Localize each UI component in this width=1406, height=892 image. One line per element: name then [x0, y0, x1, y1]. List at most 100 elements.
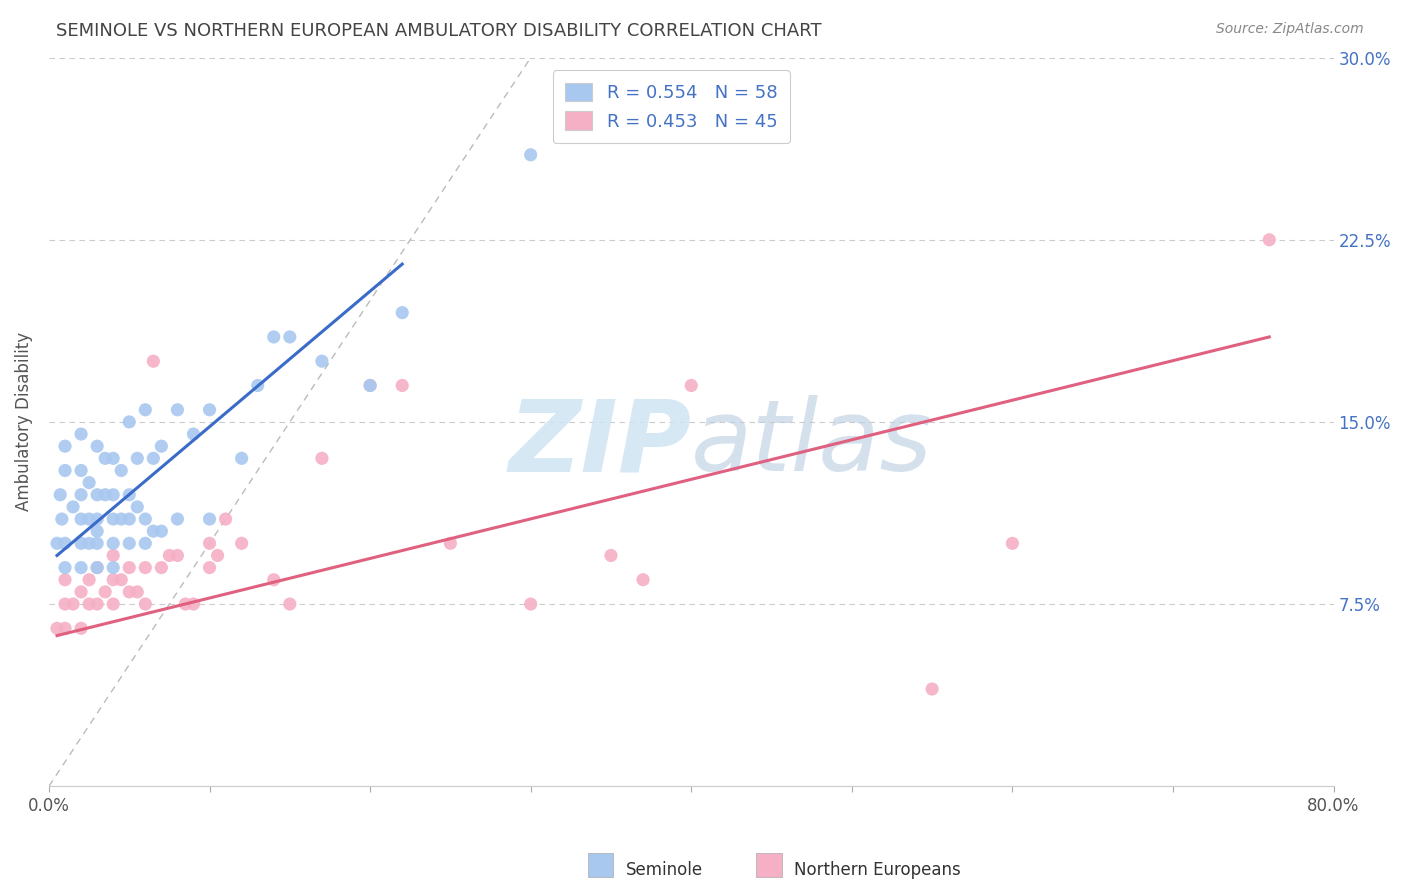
Point [134, 597, 156, 611]
Point [166, 402, 188, 417]
Point [70, 463, 93, 477]
Point [439, 536, 461, 550]
Point [94, 488, 117, 502]
Point [278, 597, 301, 611]
Point [103, 488, 125, 502]
Point [49, 488, 72, 502]
Point [142, 524, 165, 538]
Point [166, 512, 188, 526]
Legend: R = 0.554   N = 58, R = 0.453   N = 45: R = 0.554 N = 58, R = 0.453 N = 45 [553, 70, 790, 144]
Point [278, 330, 301, 344]
Point [118, 415, 141, 429]
Text: ZIP: ZIP [508, 395, 692, 492]
Point [70, 427, 93, 442]
Point [94, 585, 117, 599]
Text: Northern Europeans: Northern Europeans [794, 861, 962, 879]
Point [53, 463, 76, 477]
Point [391, 305, 413, 319]
Point [1258, 233, 1281, 247]
Point [519, 148, 541, 162]
Point [150, 524, 173, 538]
Point [86, 536, 108, 550]
Point [62, 597, 84, 611]
Point [46, 536, 69, 550]
Point [263, 330, 285, 344]
Point [391, 378, 413, 392]
Point [127, 585, 149, 599]
Point [103, 573, 125, 587]
Point [311, 451, 333, 466]
Point [110, 463, 132, 477]
Point [70, 621, 93, 635]
Point [183, 427, 205, 442]
Point [198, 560, 221, 574]
Point [231, 536, 253, 550]
Point [86, 439, 108, 453]
Point [86, 524, 108, 538]
Point [519, 597, 541, 611]
Point [70, 512, 93, 526]
Point [77, 512, 100, 526]
Point [207, 549, 229, 563]
Point [118, 512, 141, 526]
Point [77, 597, 100, 611]
FancyBboxPatch shape [588, 853, 613, 877]
Point [53, 597, 76, 611]
Point [86, 560, 108, 574]
Point [246, 378, 269, 392]
Point [198, 512, 221, 526]
Point [53, 536, 76, 550]
Point [198, 536, 221, 550]
Point [62, 500, 84, 514]
Text: atlas: atlas [692, 395, 932, 492]
Point [142, 354, 165, 368]
Point [110, 512, 132, 526]
Point [86, 512, 108, 526]
Point [127, 500, 149, 514]
Point [127, 451, 149, 466]
Point [86, 597, 108, 611]
Point [51, 512, 73, 526]
Point [183, 597, 205, 611]
Point [359, 378, 381, 392]
Point [70, 585, 93, 599]
Point [1001, 536, 1024, 550]
Point [118, 488, 141, 502]
Point [198, 402, 221, 417]
Point [263, 573, 285, 587]
Point [214, 512, 236, 526]
Point [53, 573, 76, 587]
Point [118, 585, 141, 599]
Point [70, 560, 93, 574]
Point [150, 439, 173, 453]
Point [600, 549, 623, 563]
Point [174, 597, 197, 611]
Point [103, 597, 125, 611]
Point [94, 451, 117, 466]
Point [103, 512, 125, 526]
Point [231, 451, 253, 466]
Point [311, 354, 333, 368]
Point [86, 488, 108, 502]
Point [103, 560, 125, 574]
Point [681, 378, 703, 392]
Text: Source: ZipAtlas.com: Source: ZipAtlas.com [1216, 22, 1364, 37]
Point [103, 549, 125, 563]
Point [77, 573, 100, 587]
Point [53, 560, 76, 574]
Point [142, 451, 165, 466]
Point [77, 475, 100, 490]
Point [46, 621, 69, 635]
Point [134, 512, 156, 526]
Point [53, 621, 76, 635]
Point [166, 549, 188, 563]
Point [134, 402, 156, 417]
Text: Seminole: Seminole [626, 861, 703, 879]
Point [134, 536, 156, 550]
Text: SEMINOLE VS NORTHERN EUROPEAN AMBULATORY DISABILITY CORRELATION CHART: SEMINOLE VS NORTHERN EUROPEAN AMBULATORY… [56, 22, 823, 40]
Point [103, 536, 125, 550]
Point [118, 536, 141, 550]
Point [631, 573, 654, 587]
Point [70, 536, 93, 550]
Point [157, 549, 180, 563]
